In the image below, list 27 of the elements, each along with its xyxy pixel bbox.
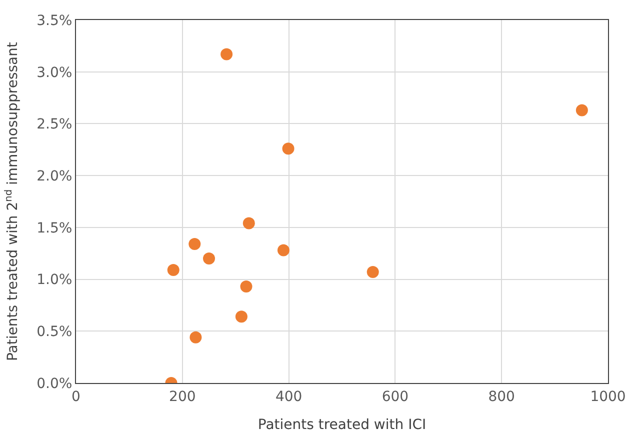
y-tick-label: 1.5% xyxy=(36,220,72,236)
point xyxy=(167,264,180,276)
point xyxy=(576,104,588,116)
x-tick-label: 800 xyxy=(488,388,515,405)
point xyxy=(190,331,202,344)
y-tick-label: 1.0% xyxy=(36,272,72,288)
point xyxy=(235,310,248,323)
y-tick-label: 2.5% xyxy=(36,116,72,133)
x-tick-label: 0 xyxy=(72,388,80,405)
y-tick-label: 3.0% xyxy=(36,64,72,81)
x-tick-label: 200 xyxy=(169,388,196,405)
y-tick-label: 3.5% xyxy=(36,12,72,29)
x-axis-title: Patients treated with ICI xyxy=(258,417,426,434)
point xyxy=(366,266,379,278)
y-tick-label: 0.5% xyxy=(36,324,72,340)
point xyxy=(277,244,290,256)
point xyxy=(240,280,252,293)
y-tick-label: 0.0% xyxy=(36,376,72,392)
point xyxy=(203,252,215,265)
point xyxy=(282,142,294,155)
x-tick-label: 600 xyxy=(382,388,409,405)
point xyxy=(220,48,233,60)
point xyxy=(242,217,255,230)
y-tick-label: 2.0% xyxy=(36,168,72,184)
x-tick-label: 400 xyxy=(275,388,302,405)
point xyxy=(188,238,201,250)
x-tick-label: 1000 xyxy=(590,388,626,405)
